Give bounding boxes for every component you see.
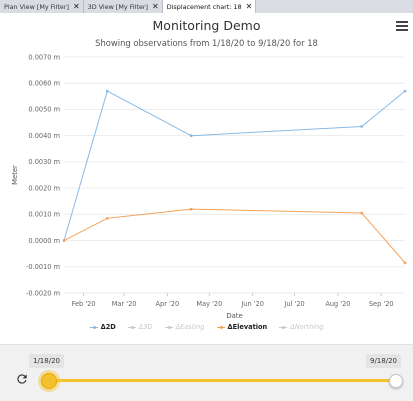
chart-subtitle: Showing observations from 1/18/20 to 9/1… xyxy=(95,38,318,48)
slider-end-handle[interactable] xyxy=(389,374,403,388)
close-icon[interactable]: ✕ xyxy=(72,1,80,11)
slider-start-date: 1/18/20 xyxy=(29,354,64,368)
data-point xyxy=(360,125,364,128)
legend-label: ΔElevation xyxy=(227,323,268,331)
y-tick-label: -0.0010 m xyxy=(26,263,60,271)
legend-item-easting[interactable]: ΔEasting xyxy=(164,323,205,331)
refresh-icon[interactable] xyxy=(15,372,29,386)
series-line-3 xyxy=(63,208,406,264)
data-point xyxy=(403,89,407,93)
data-point xyxy=(105,89,109,93)
legend-marker-icon xyxy=(164,324,173,330)
x-tick-label: May '20 xyxy=(196,300,222,308)
y-tick-label: 0.0050 m xyxy=(28,106,60,114)
legend-item-northing[interactable]: ΔNorthing xyxy=(279,323,323,331)
data-point xyxy=(189,134,193,138)
x-tick-label: Jun '20 xyxy=(240,300,264,308)
tab-label: Displacement chart: 18 xyxy=(166,2,242,11)
legend-item-d2d[interactable]: Δ2D xyxy=(89,323,116,331)
slider-start-handle[interactable] xyxy=(41,373,57,389)
legend-marker-icon xyxy=(216,324,225,330)
tab-plan-view[interactable]: Plan View [My Filter] ✕ xyxy=(0,0,84,13)
legend-label: Δ2D xyxy=(100,323,116,331)
y-axis-label: Meter xyxy=(11,165,19,185)
x-tick-label: Apr '20 xyxy=(156,300,180,308)
data-point xyxy=(360,211,364,215)
y-tick-label: 0.0030 m xyxy=(28,158,60,166)
time-slider-panel: 1/18/20 9/18/20 xyxy=(0,344,413,401)
x-axis-label: Date xyxy=(226,312,242,320)
legend-marker-icon xyxy=(127,324,136,330)
tab-3d-view[interactable]: 3D View [My Filter] ✕ xyxy=(84,0,163,13)
slider-track[interactable] xyxy=(48,379,396,382)
displacement-chart: 0.0070 m 0.0060 m 0.0050 m 0.0040 m 0.0030 m… xyxy=(11,53,407,320)
close-icon[interactable]: ✕ xyxy=(245,1,253,11)
legend-marker-icon xyxy=(279,324,288,330)
data-point xyxy=(403,261,407,265)
x-tick-label: Aug '20 xyxy=(325,300,350,308)
y-tick-label: 0.0040 m xyxy=(28,132,60,140)
chart-title: Monitoring Demo xyxy=(152,18,261,33)
x-tick-label: Sep '20 xyxy=(369,300,394,308)
chart-container: 0.0070 m 0.0060 m 0.0050 m 0.0040 m 0.0030 m… xyxy=(0,13,413,344)
y-tick-label: 0.0070 m xyxy=(28,53,60,61)
y-tick-label: 0.0010 m xyxy=(28,211,60,219)
legend-marker-icon xyxy=(89,324,98,330)
slider-end-date: 9/18/20 xyxy=(366,354,401,368)
series-line-0 xyxy=(63,90,406,241)
y-tick-label: 0.0020 m xyxy=(28,184,60,192)
close-icon[interactable]: ✕ xyxy=(152,1,159,11)
tab-bar: Plan View [My Filter] ✕ 3D View [My Filt… xyxy=(0,0,413,14)
data-point xyxy=(62,239,66,242)
legend-label: Δ3D xyxy=(138,323,153,331)
legend-item-elevation[interactable]: ΔElevation xyxy=(216,323,268,331)
legend-label: ΔNorthing xyxy=(290,323,324,331)
hamburger-menu-icon[interactable] xyxy=(396,19,408,31)
data-point xyxy=(105,216,109,220)
tab-displacement-chart[interactable]: Displacement chart: 18 ✕ xyxy=(162,0,257,13)
y-tick-label: -0.0020 m xyxy=(26,289,60,297)
x-tick-label: Feb '20 xyxy=(72,300,96,308)
x-tick-label: Jul '20 xyxy=(283,300,304,308)
data-point xyxy=(189,207,193,211)
legend-item-d3d[interactable]: Δ3D xyxy=(127,323,153,331)
y-tick-label: 0.0060 m xyxy=(28,80,60,88)
legend-label: ΔEasting xyxy=(175,323,205,331)
x-tick-label: Mar '20 xyxy=(112,300,137,308)
tab-label: Plan View [My Filter] xyxy=(4,2,69,11)
chart-legend: Δ2D Δ3D ΔEasting ΔElevation ΔNorthing xyxy=(0,323,413,331)
y-tick-label: 0.0000 m xyxy=(28,237,60,245)
tab-label: 3D View [My Filter] xyxy=(87,2,149,11)
